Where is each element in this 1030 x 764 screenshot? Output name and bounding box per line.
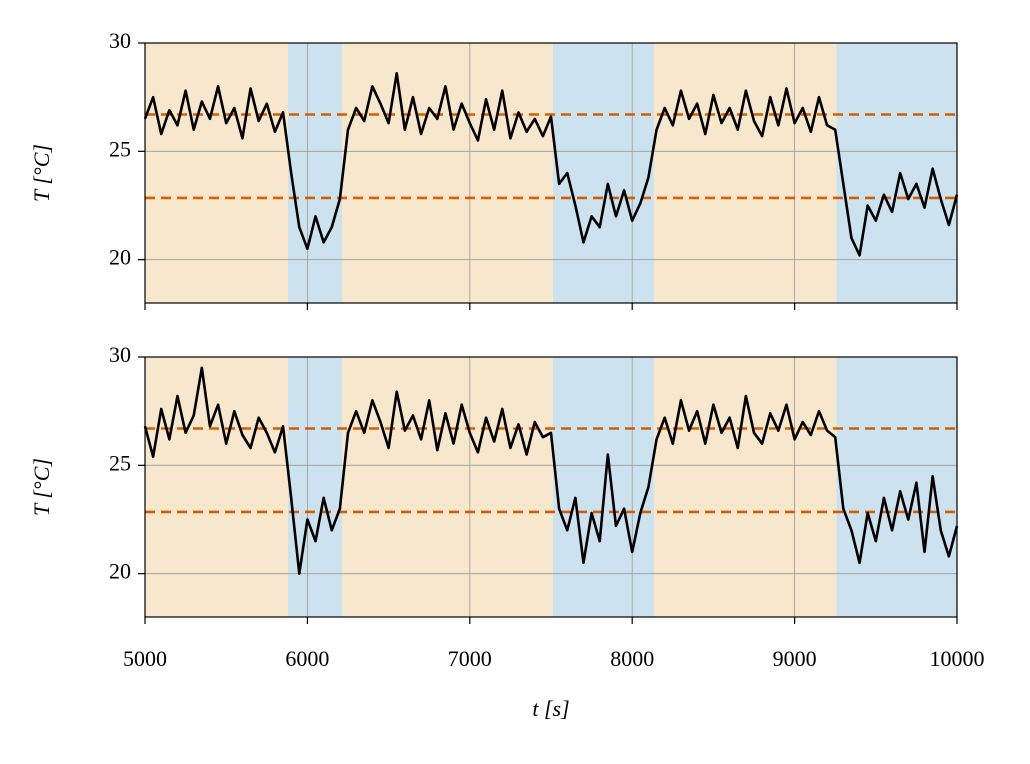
y-axis-label: T [°C] [29,458,54,516]
y-tick-label: 20 [109,559,131,584]
y-tick-label: 25 [109,450,131,475]
region [653,43,837,303]
axes-frame [144,42,958,304]
region [287,357,342,617]
x-axis-label: t [s] [532,696,569,721]
region [145,357,288,617]
region [145,43,288,303]
region [836,357,957,617]
y-tick-label: 30 [109,342,131,367]
y-tick-label: 20 [109,245,131,270]
y-tick-label: 25 [109,136,131,161]
region [552,357,654,617]
data-line [143,366,959,575]
region [341,357,553,617]
x-tick-label: 5000 [123,646,167,671]
region [341,43,553,303]
region [287,43,342,303]
data-line [143,72,959,257]
x-tick-label: 8000 [610,646,654,671]
x-tick-label: 7000 [448,646,492,671]
y-tick-label: 30 [109,28,131,53]
region [836,43,957,303]
x-tick-label: 6000 [285,646,329,671]
x-tick-label: 9000 [773,646,817,671]
axes-frame [144,356,958,618]
x-tick-label: 10000 [930,646,985,671]
y-axis-label: T [°C] [29,144,54,202]
